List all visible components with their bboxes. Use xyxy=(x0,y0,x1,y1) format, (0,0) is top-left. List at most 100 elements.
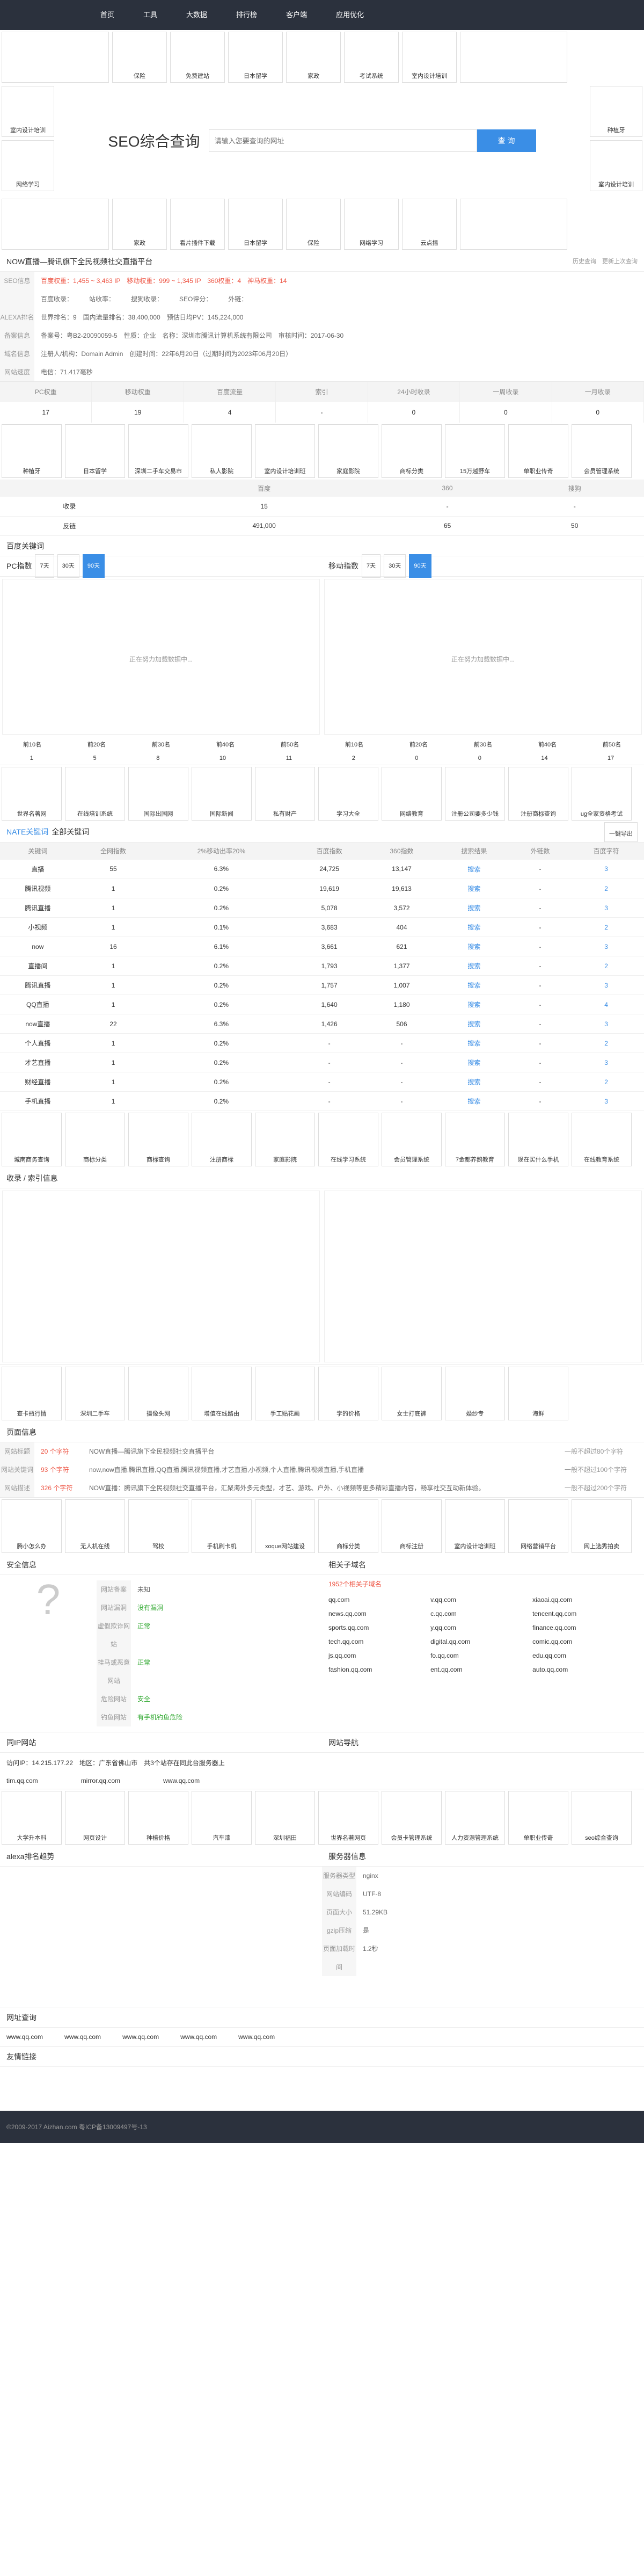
ad-block[interactable]: 学习大全 xyxy=(318,766,378,821)
ad-block[interactable]: 考试系统 xyxy=(344,32,399,83)
subdomain-link[interactable]: edu.qq.com xyxy=(532,1652,566,1659)
ad-block[interactable]: 手机刷卡机 xyxy=(192,1499,252,1553)
ad-block[interactable]: 国际出国网 xyxy=(128,766,188,821)
ad-block[interactable]: 商标分类 xyxy=(65,1113,125,1166)
ad-block[interactable]: 种植价格 xyxy=(128,1791,188,1845)
subdomain-link[interactable]: auto.qq.com xyxy=(532,1666,568,1673)
ad-block[interactable] xyxy=(2,32,109,83)
ad-block[interactable]: 室内设计培训班 xyxy=(445,1499,505,1553)
ad-block[interactable]: 现在买什么手机 xyxy=(508,1113,568,1166)
ad-block[interactable]: 私有财产 xyxy=(255,766,315,821)
subdomain-link[interactable]: tech.qq.com xyxy=(328,1638,364,1645)
subdomain-link[interactable]: news.qq.com xyxy=(328,1610,367,1617)
subdomain-link[interactable]: tencent.qq.com xyxy=(532,1610,577,1617)
search-input[interactable] xyxy=(208,129,477,152)
subdomain-link[interactable]: finance.qq.com xyxy=(532,1624,576,1631)
ad-block[interactable]: 室内设计培训 xyxy=(2,86,54,137)
ad-block[interactable]: 室内设计培训 xyxy=(402,32,457,83)
nav-item[interactable]: 排行榜 xyxy=(236,11,258,19)
ad-block[interactable]: 单职业传奇 xyxy=(508,1791,568,1845)
ad-block[interactable] xyxy=(460,32,567,83)
ad-block[interactable]: 单职业传奇 xyxy=(508,424,568,478)
tab-all-kw[interactable]: 全部关键词 xyxy=(52,828,90,836)
ad-block[interactable]: 国际新闻 xyxy=(192,766,252,821)
ad-block[interactable]: 网上选秀拍卖 xyxy=(572,1499,632,1553)
subdomain-link[interactable]: fashion.qq.com xyxy=(328,1666,372,1673)
ad-block[interactable]: 在线教育系统 xyxy=(572,1113,632,1166)
ad-block[interactable]: 网络学习 xyxy=(2,140,54,191)
ad-block[interactable]: 商标注册 xyxy=(382,1499,442,1553)
nav-item[interactable]: 工具 xyxy=(143,11,158,19)
ad-block[interactable]: 腾小怎么办 xyxy=(2,1499,62,1553)
ad-block[interactable]: 人力资源管理系统 xyxy=(445,1791,505,1845)
ad-block[interactable]: 大学升本科 xyxy=(2,1791,62,1845)
ad-block[interactable]: 深圳二手车 xyxy=(65,1367,125,1420)
ad-block[interactable]: 家政 xyxy=(286,32,341,83)
export-button[interactable]: 一键导出 xyxy=(604,822,638,842)
ad-block[interactable]: 种植牙 xyxy=(2,424,62,478)
nav-item[interactable]: 客户端 xyxy=(286,11,308,19)
ad-block[interactable]: 云点播 xyxy=(402,199,457,250)
ad-block[interactable]: 查卡瓶行情 xyxy=(2,1367,62,1420)
subdomain-link[interactable]: digital.qq.com xyxy=(430,1638,471,1645)
ad-block[interactable]: 商标查询 xyxy=(128,1113,188,1166)
ad-block[interactable]: 会员管理系统 xyxy=(572,424,632,478)
ad-block[interactable]: 学的价格 xyxy=(318,1367,378,1420)
ad-block[interactable]: 7金都养鹅教育 xyxy=(445,1113,505,1166)
ad-block[interactable]: 手工贴花画 xyxy=(255,1367,315,1420)
ad-block[interactable]: 驾校 xyxy=(128,1499,188,1553)
ad-block[interactable]: 网络学习 xyxy=(344,199,399,250)
search-button[interactable]: 查 询 xyxy=(477,129,536,152)
ad-block[interactable]: 摄像头网 xyxy=(128,1367,188,1420)
ad-block[interactable]: 世界名著网 xyxy=(2,766,62,821)
nav-item[interactable]: 首页 xyxy=(100,11,115,19)
tab-7d[interactable]: 7天 xyxy=(35,554,54,578)
ad-block[interactable]: seo综合查询 xyxy=(572,1791,632,1845)
ad-block[interactable]: 深圳二手车交易市 xyxy=(128,424,188,478)
ad-block[interactable]: 保险 xyxy=(286,199,341,250)
tab-7d[interactable]: 7天 xyxy=(362,554,381,578)
ad-block[interactable]: 日本留学 xyxy=(228,32,283,83)
ad-block[interactable]: 私人影院 xyxy=(192,424,252,478)
subdomain-link[interactable]: c.qq.com xyxy=(430,1610,457,1617)
ad-block[interactable]: 城南商务查询 xyxy=(2,1113,62,1166)
ad-block[interactable] xyxy=(460,199,567,250)
ad-block[interactable]: ug全家资格考试 xyxy=(572,766,632,821)
ad-block[interactable]: 室内设计培训班 xyxy=(255,424,315,478)
ad-block[interactable]: 注册商标查询 xyxy=(508,766,568,821)
ad-block[interactable]: 婚纱专 xyxy=(445,1367,505,1420)
ad-block[interactable]: 在线学习系统 xyxy=(318,1113,378,1166)
nav-item[interactable]: 大数据 xyxy=(186,11,208,19)
ad-block[interactable]: 种植牙 xyxy=(590,86,642,137)
ad-block[interactable]: 增值在线路由 xyxy=(192,1367,252,1420)
ad-block[interactable]: 室内设计培训 xyxy=(590,140,642,191)
ad-block[interactable]: 家庭影院 xyxy=(318,424,378,478)
ad-block[interactable] xyxy=(2,199,109,250)
subdomain-link[interactable]: xiaoai.qq.com xyxy=(532,1596,573,1603)
subdomain-link[interactable]: y.qq.com xyxy=(430,1624,456,1631)
nav-item[interactable]: 应用优化 xyxy=(336,11,364,19)
tab-30d[interactable]: 30天 xyxy=(384,554,406,578)
ad-block[interactable]: 网页设计 xyxy=(65,1791,125,1845)
ad-block[interactable]: xoque网站建设 xyxy=(255,1499,315,1553)
tab-90d[interactable]: 90天 xyxy=(409,554,431,578)
ad-block[interactable]: 网络教育 xyxy=(382,766,442,821)
ad-block[interactable]: 无人机在线 xyxy=(65,1499,125,1553)
tab-30d[interactable]: 30天 xyxy=(57,554,79,578)
ad-block[interactable]: 15万越野车 xyxy=(445,424,505,478)
ad-block[interactable]: 会员管理系统 xyxy=(382,1113,442,1166)
ad-block[interactable]: 深圳福田 xyxy=(255,1791,315,1845)
subdomain-link[interactable]: ent.qq.com xyxy=(430,1666,463,1673)
ad-block[interactable]: 在线培训系统 xyxy=(65,766,125,821)
ad-block[interactable]: 注册商标 xyxy=(192,1113,252,1166)
subdomain-link[interactable]: qq.com xyxy=(328,1596,350,1603)
ad-block[interactable]: 免费建站 xyxy=(170,32,225,83)
subdomain-link[interactable]: fo.qq.com xyxy=(430,1652,459,1659)
ad-block[interactable]: 世界名著网页 xyxy=(318,1791,378,1845)
ad-block[interactable]: 看片插件下载 xyxy=(170,199,225,250)
ad-block[interactable]: 商标分类 xyxy=(318,1499,378,1553)
subdomain-link[interactable]: sports.qq.com xyxy=(328,1624,369,1631)
history-link[interactable]: 历史查询 xyxy=(573,258,596,265)
ad-block[interactable]: 家政 xyxy=(112,199,167,250)
subdomain-link[interactable]: v.qq.com xyxy=(430,1596,456,1603)
